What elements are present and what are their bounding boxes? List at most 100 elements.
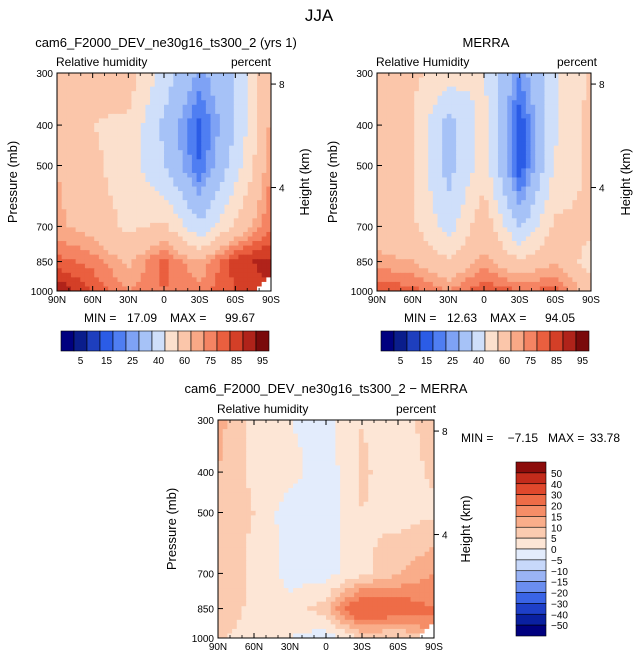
heatmap-cell xyxy=(451,213,457,219)
heatmap-cell xyxy=(112,186,119,192)
heatmap-cell xyxy=(442,286,448,291)
heatmap-cell xyxy=(563,109,569,115)
heatmap-cell xyxy=(219,200,226,206)
heatmap-cell xyxy=(229,263,235,269)
heatmap-cell xyxy=(414,145,420,151)
heatmap-cell xyxy=(391,429,398,435)
heatmap-cell xyxy=(140,141,146,147)
heatmap-cell xyxy=(168,263,174,269)
heatmap-cell xyxy=(94,150,100,156)
heatmap-cell xyxy=(428,104,434,110)
heatmap-cell xyxy=(474,204,480,210)
heatmap-cell xyxy=(535,168,541,174)
heatmap-cell xyxy=(488,145,494,151)
heatmap-cell xyxy=(516,263,522,269)
heatmap-cell xyxy=(233,259,240,265)
heatmap-cell xyxy=(84,122,91,129)
heatmap-cell xyxy=(257,73,263,79)
heatmap-cell xyxy=(530,286,536,291)
heatmap-cell xyxy=(164,113,170,120)
heatmap-cell xyxy=(238,113,244,120)
heatmap-cell xyxy=(205,172,212,179)
heatmap-cell xyxy=(261,241,267,247)
heatmap-cell xyxy=(255,433,261,439)
heatmap-cell xyxy=(205,268,212,274)
heatmap-cell xyxy=(98,168,105,174)
heatmap-cell xyxy=(140,118,146,124)
heatmap-cell xyxy=(372,447,379,453)
heatmap-cell xyxy=(140,77,146,83)
heatmap-cell xyxy=(89,182,95,188)
heatmap-cell xyxy=(567,259,573,265)
heatmap-cell xyxy=(423,136,429,142)
heatmap-cell xyxy=(103,104,109,110)
heatmap-cell xyxy=(247,73,253,79)
heatmap-cell xyxy=(404,132,411,138)
heatmap-cell xyxy=(488,182,494,188)
heatmap-cell xyxy=(507,163,513,169)
heatmap-cell xyxy=(257,113,263,120)
heatmap-cell xyxy=(233,281,240,288)
heatmap-cell xyxy=(414,231,420,238)
heatmap-cell xyxy=(103,136,109,142)
heatmap-cell xyxy=(103,163,109,169)
heatmap-cell xyxy=(563,91,569,97)
heatmap-cell xyxy=(136,86,142,92)
heatmap-cell xyxy=(288,420,294,426)
heatmap-cell xyxy=(395,259,401,265)
heatmap-cell xyxy=(479,254,485,260)
heatmap-cell xyxy=(390,213,397,219)
heatmap-cell xyxy=(577,136,583,142)
heatmap-cell xyxy=(358,442,365,448)
heatmap-cell xyxy=(340,424,346,430)
heatmap-cell xyxy=(423,209,429,215)
heatmap-cell xyxy=(390,272,397,278)
heatmap-cell xyxy=(66,277,72,283)
heatmap-cell xyxy=(530,263,536,269)
heatmap-cell xyxy=(363,433,369,439)
heatmap-cell xyxy=(117,86,123,92)
heatmap-cell xyxy=(326,438,332,444)
heatmap-cell xyxy=(98,136,105,142)
heatmap-cell xyxy=(544,186,550,192)
heatmap-cell xyxy=(460,159,466,165)
heatmap-cell xyxy=(414,150,420,156)
heatmap-cell xyxy=(210,127,216,133)
heatmap-cell xyxy=(238,141,244,147)
heatmap-cell xyxy=(196,86,202,92)
heatmap-cell xyxy=(243,268,249,274)
heatmap-cell xyxy=(525,268,532,274)
heatmap-cell xyxy=(252,186,258,192)
heatmap-cell xyxy=(261,168,267,174)
heatmap-cell xyxy=(126,145,133,151)
heatmap-cell xyxy=(424,420,430,426)
heatmap-cell xyxy=(173,191,179,197)
heatmap-cell xyxy=(80,209,86,215)
heatmap-cell xyxy=(539,259,546,265)
heatmap-cell xyxy=(89,263,95,269)
heatmap-cell xyxy=(126,86,133,92)
heatmap-cell xyxy=(70,172,77,179)
heatmap-cell xyxy=(567,231,573,238)
heatmap-cell xyxy=(553,200,560,206)
heatmap-cell xyxy=(247,159,253,165)
heatmap-cell xyxy=(404,91,411,97)
heatmap-cell xyxy=(136,250,142,256)
heatmap-cell xyxy=(553,263,560,269)
heatmap-cell xyxy=(572,77,578,83)
heatmap-cell xyxy=(108,186,114,192)
heatmap-cell xyxy=(103,277,109,283)
heatmap-cell xyxy=(229,141,235,147)
heatmap-cell xyxy=(122,195,128,201)
heatmap-cell xyxy=(122,222,128,229)
heatmap-cell xyxy=(493,250,499,256)
heatmap-cell xyxy=(210,241,216,247)
heatmap-cell xyxy=(572,159,578,165)
heatmap-cell xyxy=(108,73,114,79)
heatmap-cell xyxy=(446,127,453,133)
heatmap-cell xyxy=(61,109,67,115)
heatmap-cell xyxy=(266,213,271,219)
heatmap-cell xyxy=(511,186,518,192)
heatmap-cell xyxy=(400,263,406,269)
heatmap-cell xyxy=(400,159,406,165)
